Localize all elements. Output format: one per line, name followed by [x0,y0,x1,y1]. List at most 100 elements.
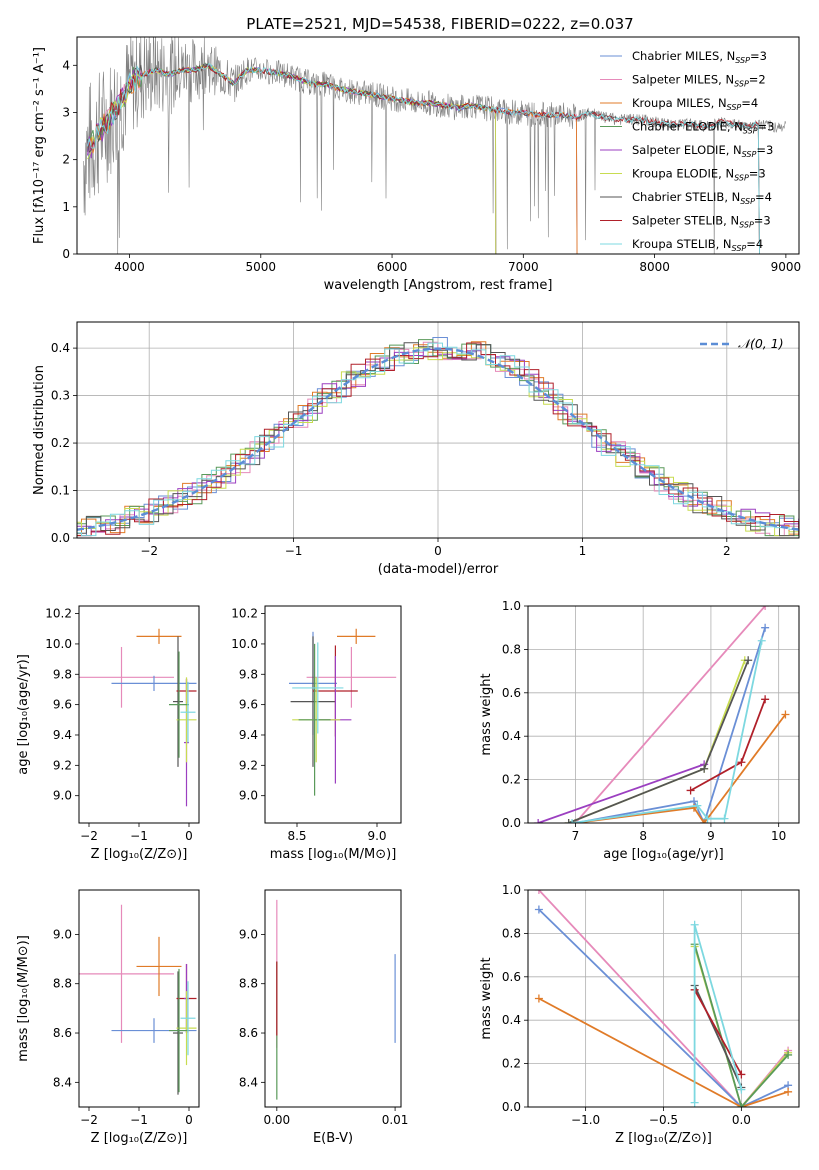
legend-text: =3 [749,167,766,181]
tick-label-x: −1.0 [571,1113,600,1127]
tick-label-y: 9.4 [53,728,72,742]
panel-mass-weight-vs-Z: −1.0 −0.5 0.0 0.0 0.2 0.4 0.6 0.8 1.0 Z [log₁₀(Z/… [479,883,800,1146]
tick-label-x: −0.5 [649,1113,678,1127]
tick-label-y: 0.8 [502,926,521,940]
model-line [87,63,578,254]
residual-histogram [77,342,799,537]
panel-mass-vs-Z: −2 −1 0 8.4 8.6 8.8 9.0 Z [log₁₀(Z/Z⊙)] mass [lo… [16,889,200,1146]
tick-label-y: 9.0 [239,789,258,803]
legend-entry: Salpeter ELODIE, NSSP=3 [632,143,773,159]
plot-area [79,628,197,807]
tick-label-y: 9.0 [239,927,258,941]
tick-label-y: 0.3 [51,389,70,403]
panel-spectrum: 4000 5000 6000 7000 8000 9000 0 1 2 3 4 wavelength … [32,36,802,293]
errorbar-point [180,981,196,1056]
legend-text: =3 [754,214,771,228]
weight-marker [737,1070,746,1079]
errorbar-point [180,681,196,743]
legend-text: =3 [750,49,767,63]
weight-marker [534,819,543,823]
tick-label-y: 1.0 [502,599,521,613]
weight-marker [534,905,543,914]
axes-frame [76,36,800,255]
panel-mass-vs-EBV: 0.00 0.01 8.4 8.6 8.8 9.0 E(B-V) [239,889,408,1146]
weight-marker [568,819,577,823]
plot-area [77,337,799,537]
tick-label-y: 0.6 [502,686,521,700]
tick-label-x: −1 [285,544,303,558]
tick-label-y: 9.2 [239,758,258,772]
legend-subscript: SSP [732,244,747,253]
legend-text: =2 [749,73,766,87]
weight-line [537,763,705,823]
tick-label-y: 10.2 [45,607,72,621]
weight-line [575,627,766,823]
legend-text: Salpeter ELODIE, N [632,143,742,157]
legend-text: Kroupa ELODIE, N [632,167,734,181]
tick-label-y: 0.4 [502,1013,521,1027]
tick-label-x: 0.00 [263,1113,290,1127]
tick-label-y: 8.8 [239,977,258,991]
legend-entry: Chabrier ELODIE, NSSP=3 [632,120,774,136]
weight-line [693,944,789,1107]
tick-label-y: 8.6 [239,1026,258,1040]
tick-label-x: 5000 [246,260,277,274]
legend-subscript: SSP [739,221,754,230]
tick-label-y: 10.2 [231,607,258,621]
errorbar-point [337,628,376,644]
errorbar-point [136,936,182,997]
tick-label-y: 0.1 [51,484,70,498]
weight-marker [720,814,729,823]
weight-marker [534,994,543,1003]
legend-entry: 𝒩(0, 1) [738,336,784,351]
figure-title: PLATE=2521, MJD=54538, FIBERID=0222, z=0… [246,15,633,33]
tick-label-y: 0.6 [502,970,521,984]
tick-label-x: 0.0 [732,1113,751,1127]
legend-text: Salpeter MILES, N [632,73,734,87]
tick-label-y: 2 [62,153,70,167]
legend-entry: Salpeter MILES, NSSP=2 [632,73,766,89]
spectrum-data-line [83,37,786,254]
y-axis-label: mass [log₁₀(M/M⊙)] [16,935,31,1062]
tick-label-x: 9.0 [367,829,386,843]
x-axis-label: (data-model)/error [378,562,499,577]
model-line [87,64,578,254]
tick-label-y: 0.4 [51,341,70,355]
weight-marker [690,920,699,929]
plot-area [79,904,197,1095]
tick-label-y: 0.2 [502,773,521,787]
tick-label-y: 0 [62,247,70,261]
errorbar-point [290,636,336,767]
tick-label-y: 0.2 [502,1057,521,1071]
panel-age-vs-mass: 8.5 9.0 9.0 9.2 9.4 9.6 9.8 10.0 10.2 mass [log₁₀… [231,605,402,862]
errorbar-point [292,642,344,734]
model-line [87,65,760,254]
y-axis-label: Normed distribution [32,365,47,495]
weight-marker [761,695,770,704]
weight-marker [564,819,573,823]
tick-label-y: 10.0 [45,637,72,651]
plot-area [534,606,790,823]
weight-marker [690,1098,699,1107]
legend-entry: Chabrier MILES, NSSP=3 [632,49,767,65]
panel-mass-weight-vs-age: 7 8 9 10 0.0 0.2 0.4 0.6 0.8 1.0 age [log₁₀(age/yr… [479,599,800,862]
axes-frame [78,605,200,824]
errorbar-point [173,971,183,1095]
legend-subscript: SSP [735,56,750,65]
tick-label-x: 7 [572,829,580,843]
legend-entry: Kroupa STELIB, NSSP=4 [632,237,763,253]
legend-entry: Chabrier STELIB, NSSP=4 [632,190,772,206]
tick-label-y: 8.4 [53,1075,72,1089]
tick-label-x: 1 [579,544,587,558]
weight-marker [784,1087,793,1096]
tick-label-x: 6000 [377,260,408,274]
legend-entry: Salpeter STELIB, NSSP=3 [632,214,771,230]
weight-marker [700,819,709,823]
tick-label-y: 9.0 [53,789,72,803]
gaussian-curve [77,347,799,531]
tick-label-x: 9000 [771,260,802,274]
axes-frame [264,605,402,824]
axes-frame [527,889,800,1108]
tick-label-y: 0.2 [51,436,70,450]
